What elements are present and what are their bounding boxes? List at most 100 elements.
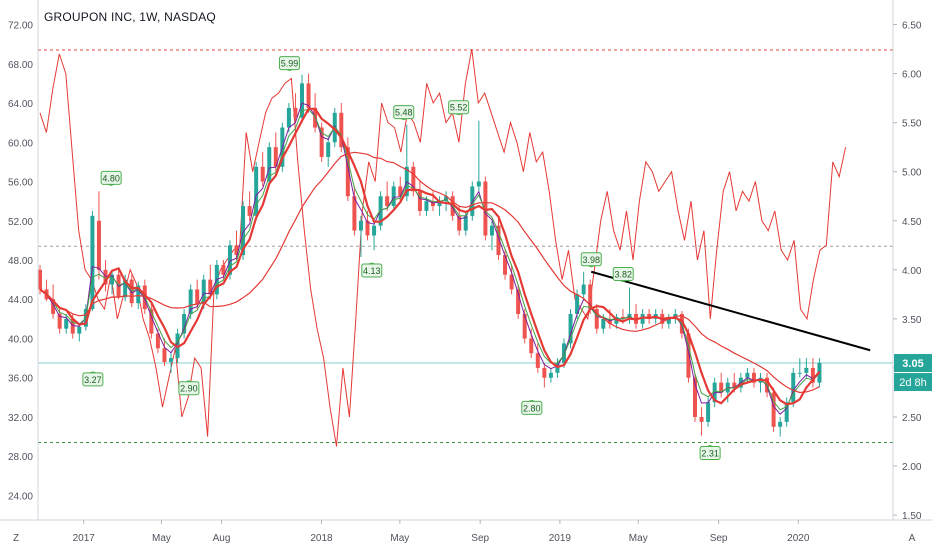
candle-body [182,313,187,334]
candle-body [326,142,331,157]
pivot-label-box [612,267,634,282]
candle-body [489,225,494,236]
candle-body [267,147,272,182]
pivot-label-box [393,105,415,120]
right-tick-label: 6.00 [902,70,922,81]
candle-body [522,313,527,339]
pivot-label-text: 4.13 [363,266,381,276]
right-tick-label: 4.50 [902,217,922,228]
pivot-label-box [178,381,200,396]
candle-body [431,201,435,207]
right-tick-label: 2.00 [902,462,922,473]
candle-body [581,284,586,295]
candle-body [123,279,128,298]
candle-body [791,372,796,403]
candle-body [594,309,599,329]
x-tick-label: May [629,533,648,544]
pivot-label-box [82,372,104,387]
candle-body [424,201,429,211]
left-tick-label: 36.00 [8,374,33,385]
candle-body [319,127,324,157]
pivot-label-text: 2.80 [523,403,541,413]
candle-body [38,269,42,290]
ma-short-line [39,108,820,411]
candle-body [771,392,776,427]
candle-body [529,338,534,354]
candle-body [706,402,711,422]
candle-body [745,372,750,378]
pivot-label: 2.31 [699,444,721,460]
candle-body [300,83,304,118]
pivot-label-box [580,252,602,267]
candle-body [201,279,206,305]
candle-body [90,215,95,310]
candle-body [496,225,501,256]
pivot-label: 5.99 [278,56,300,72]
trendline[interactable] [590,270,871,352]
price-tag-text: 3.05 [902,358,923,370]
candle-body [417,191,422,211]
left-tick-label: 44.00 [8,295,33,306]
pivot-label: 4.13 [361,262,383,278]
ma-slow-line [39,151,820,394]
left-tick-label: 60.00 [8,138,33,149]
candle-body [503,255,508,275]
pivot-label: 5.52 [448,100,470,116]
candle-body [516,289,521,314]
x-tick-label: 2018 [310,533,333,544]
candle-body [221,264,226,275]
candle-body [241,206,246,256]
pivot-label-text: 3.27 [84,375,102,385]
right-tick-label: 5.50 [902,119,922,130]
candle-body [227,245,232,275]
candle-body [778,421,783,427]
candle-body [110,274,115,285]
candle-body [686,333,691,378]
left-tick-label: 24.00 [8,491,33,502]
candle-body [699,416,704,422]
x-tick-label: Sep [471,533,489,544]
pivot-label-text: 2.31 [701,448,719,458]
pivot-label-text: 3.98 [582,255,600,265]
corner-label-left[interactable]: Z [13,533,19,544]
candle-body [345,147,350,197]
candle-body [306,83,311,108]
pivot-label: 2.80 [521,399,543,415]
candle-body [620,316,625,319]
countdown-tag [894,373,932,392]
candle-body [70,318,75,334]
candle-body [666,318,671,324]
candle-body [732,382,737,388]
pivot-label-box [100,170,122,185]
candle-body [234,245,239,256]
candle-body [339,112,344,148]
pivot-label-box [448,100,470,115]
left-tick-label: 48.00 [8,256,33,267]
candle-body [208,279,213,295]
pivot-label: 3.27 [82,371,104,387]
corner-label-right[interactable]: A [909,533,916,544]
chart-title: GROUPON INC, 1W, NASDAQ [44,10,216,24]
candle-body [457,215,462,231]
candle-body [365,220,370,236]
candle-body [391,186,396,207]
candle-body [286,107,291,128]
left-tick-label: 52.00 [8,217,33,228]
pivot-label-box [278,56,300,71]
x-tick-label: May [390,533,409,544]
candle-body [719,382,724,393]
candle-body [96,220,101,270]
candle-body [411,166,416,192]
candle-body [575,294,580,314]
x-tick-label: May [152,533,171,544]
candle-body [64,318,69,329]
right-tick-label: 2.50 [902,413,922,424]
left-tick-label: 68.00 [8,60,33,71]
x-tick-label: 2020 [787,533,810,544]
candle-body [169,358,173,363]
candle-body [548,372,553,378]
candle-body [188,289,193,314]
candle-body [476,181,481,187]
